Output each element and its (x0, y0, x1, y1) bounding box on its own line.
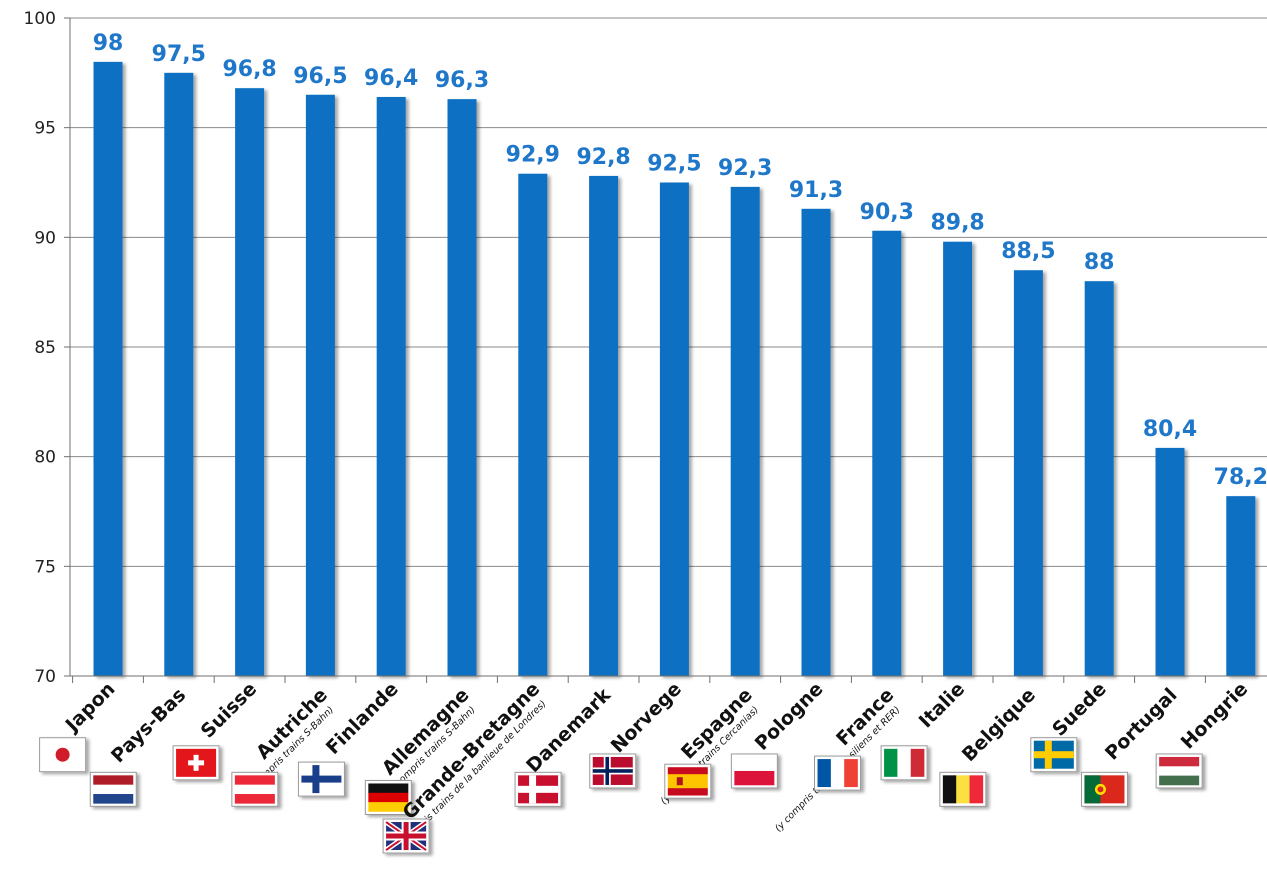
axes: 100 95 90 85 80 75 70 (24, 9, 1267, 687)
bar-hongrie (1226, 496, 1256, 676)
flag-germany-icon (364, 779, 412, 815)
bar-portugal (1155, 447, 1185, 676)
category-label: Suede (1048, 678, 1111, 741)
bar-pologne (801, 208, 831, 676)
bar-france (872, 230, 902, 676)
y-tick-label: 70 (34, 667, 56, 687)
bar-belgique (1013, 270, 1043, 676)
data-label: 92,5 (647, 152, 701, 177)
flag-poland-icon (730, 753, 778, 789)
data-labels: 98 97,5 96,8 96,5 96,4 96,3 92,9 92,8 92,5 92,3 91… (93, 31, 1267, 490)
flag-switzerland-icon (172, 745, 220, 781)
flag-italy-icon (880, 745, 928, 781)
flag-spain-icon (664, 763, 712, 799)
y-tick-label: 85 (34, 338, 56, 358)
category-label: Norvege (607, 678, 686, 757)
flag-sweden-icon (1030, 737, 1078, 773)
category-label: Suisse (197, 678, 262, 743)
data-label: 91,3 (789, 178, 843, 203)
bar-suisse (235, 88, 265, 677)
data-label: 96,4 (364, 66, 418, 91)
data-label: 96,8 (222, 57, 276, 82)
bar-danemark (589, 175, 619, 677)
y-tick-label: 100 (24, 9, 56, 29)
bar-italie (943, 241, 973, 676)
data-label: 78,2 (1214, 465, 1267, 490)
data-label: 89,8 (930, 211, 984, 236)
category-label: Pologne (751, 678, 828, 755)
bar-grande-bretagne (518, 173, 548, 676)
y-tick-label: 95 (34, 119, 56, 139)
data-label: 88 (1084, 250, 1115, 275)
data-label: 92,8 (576, 145, 630, 170)
data-label: 96,3 (435, 68, 489, 93)
bar-norvege (659, 182, 689, 676)
data-label: 92,9 (506, 143, 560, 168)
category-label: Italie (915, 678, 969, 732)
y-tick-label: 75 (34, 557, 56, 577)
bar-espagne (730, 186, 760, 677)
bars (93, 61, 1256, 677)
category-label: Finlande (322, 678, 403, 759)
category-label: Hongrie (1177, 678, 1253, 754)
bar-finlande (376, 96, 406, 676)
flag-japan-icon (39, 737, 87, 773)
bar-suede (1084, 281, 1114, 676)
bar-autriche (305, 94, 335, 677)
category-label: Portugal (1101, 684, 1182, 765)
bar-japon (93, 61, 123, 677)
flag-france-icon (814, 755, 862, 791)
bar-allemagne (447, 99, 477, 677)
category-label: Japon (60, 678, 119, 737)
flag-portugal-icon (1080, 771, 1128, 807)
data-label: 88,5 (1001, 239, 1055, 264)
flag-austria-icon (231, 771, 279, 807)
data-label: 80,4 (1143, 417, 1197, 442)
flag-finland-icon (297, 761, 345, 797)
category-label: Belgique (958, 684, 1040, 766)
data-label: 92,3 (718, 156, 772, 181)
data-label: 98 (93, 31, 124, 56)
y-tick-label: 90 (34, 228, 56, 248)
data-label: 96,5 (293, 64, 347, 89)
flag-netherlands-icon (89, 771, 137, 807)
flag-norway-icon (589, 753, 637, 789)
flag-uk-icon (382, 818, 430, 854)
flag-hungary-icon (1155, 753, 1203, 789)
flag-belgium-icon (939, 771, 987, 807)
data-label: 90,3 (860, 200, 914, 225)
y-tick-label: 80 (34, 448, 56, 468)
bar-pays-bas (164, 72, 194, 677)
data-label: 97,5 (152, 42, 206, 67)
flag-denmark-icon (514, 771, 562, 807)
